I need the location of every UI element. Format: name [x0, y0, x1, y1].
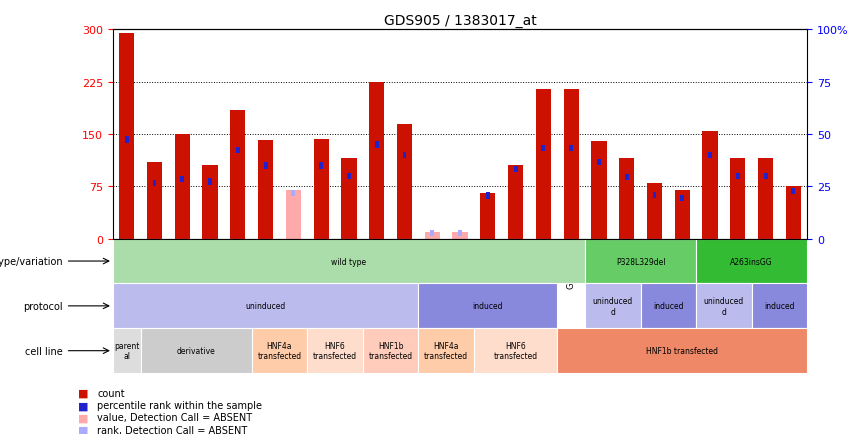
- Bar: [119, 34, 135, 239]
- Bar: [319, 163, 323, 169]
- Text: induced: induced: [472, 302, 503, 311]
- Text: rank, Detection Call = ABSENT: rank, Detection Call = ABSENT: [97, 425, 247, 434]
- Bar: [236, 148, 240, 154]
- Bar: [752, 284, 807, 329]
- Bar: [347, 173, 351, 180]
- Text: percentile rank within the sample: percentile rank within the sample: [97, 401, 262, 410]
- Bar: [258, 140, 273, 239]
- Text: HNF4a
transfected: HNF4a transfected: [258, 341, 301, 361]
- Text: uninduced
d: uninduced d: [593, 296, 633, 316]
- Bar: [736, 173, 740, 180]
- Bar: [653, 192, 656, 198]
- Bar: [141, 329, 252, 373]
- Bar: [252, 329, 307, 373]
- Text: uninduced: uninduced: [246, 302, 286, 311]
- Text: uninduced
d: uninduced d: [704, 296, 744, 316]
- Bar: [508, 166, 523, 239]
- Bar: [403, 152, 406, 159]
- Bar: [174, 135, 190, 239]
- Bar: [153, 180, 156, 187]
- Bar: [597, 159, 601, 166]
- Bar: [313, 140, 329, 239]
- Bar: [557, 329, 807, 373]
- Bar: [113, 239, 585, 284]
- Bar: [458, 230, 462, 237]
- Text: parent
al: parent al: [114, 341, 140, 361]
- Bar: [474, 329, 557, 373]
- Bar: [730, 159, 746, 239]
- Bar: [674, 191, 690, 239]
- Text: count: count: [97, 388, 125, 398]
- Bar: [786, 187, 801, 239]
- Bar: [486, 193, 490, 199]
- Bar: [307, 329, 363, 373]
- Bar: [585, 284, 641, 329]
- Bar: [619, 159, 635, 239]
- Text: genotype/variation: genotype/variation: [0, 256, 62, 266]
- Bar: [125, 137, 128, 143]
- Bar: [625, 175, 628, 181]
- Bar: [542, 145, 545, 152]
- Bar: [292, 191, 295, 197]
- Text: HNF6
transfected: HNF6 transfected: [313, 341, 357, 361]
- Text: HNF1b transfected: HNF1b transfected: [647, 346, 718, 355]
- Bar: [708, 152, 712, 159]
- Text: HNF4a
transfected: HNF4a transfected: [424, 341, 468, 361]
- Bar: [480, 194, 496, 239]
- Text: ■: ■: [78, 425, 89, 434]
- Text: value, Detection Call = ABSENT: value, Detection Call = ABSENT: [97, 413, 253, 422]
- Bar: [452, 232, 468, 239]
- Text: protocol: protocol: [23, 301, 62, 311]
- Bar: [208, 179, 212, 185]
- Bar: [563, 89, 579, 239]
- Text: P328L329del: P328L329del: [615, 257, 666, 266]
- Bar: [792, 189, 795, 195]
- Bar: [696, 284, 752, 329]
- Bar: [569, 145, 573, 152]
- Bar: [286, 191, 301, 239]
- Text: A263insGG: A263insGG: [730, 257, 773, 266]
- Bar: [181, 177, 184, 183]
- Bar: [264, 163, 267, 169]
- Bar: [418, 284, 557, 329]
- Text: HNF6
transfected: HNF6 transfected: [494, 341, 537, 361]
- Title: GDS905 / 1383017_at: GDS905 / 1383017_at: [384, 14, 536, 28]
- Text: ■: ■: [78, 413, 89, 422]
- Bar: [647, 184, 662, 239]
- Bar: [702, 131, 718, 239]
- Bar: [202, 166, 218, 239]
- Text: HNF1b
transfected: HNF1b transfected: [369, 341, 412, 361]
- Bar: [591, 141, 607, 239]
- Text: derivative: derivative: [177, 346, 215, 355]
- Text: wild type: wild type: [332, 257, 366, 266]
- Bar: [758, 159, 773, 239]
- Bar: [147, 163, 162, 239]
- Bar: [514, 166, 517, 173]
- Bar: [764, 173, 767, 180]
- Bar: [536, 89, 551, 239]
- Text: ■: ■: [78, 388, 89, 398]
- Bar: [375, 142, 378, 148]
- Bar: [424, 232, 440, 239]
- Bar: [641, 284, 696, 329]
- Bar: [696, 239, 807, 284]
- Bar: [681, 196, 684, 202]
- Text: induced: induced: [764, 302, 795, 311]
- Bar: [431, 230, 434, 237]
- Bar: [113, 329, 141, 373]
- Bar: [397, 124, 412, 239]
- Bar: [418, 329, 474, 373]
- Text: cell line: cell line: [25, 346, 62, 356]
- Bar: [585, 239, 696, 284]
- Bar: [113, 284, 418, 329]
- Bar: [341, 159, 357, 239]
- Text: induced: induced: [653, 302, 684, 311]
- Bar: [369, 82, 385, 239]
- Bar: [230, 110, 246, 239]
- Bar: [363, 329, 418, 373]
- Text: ■: ■: [78, 401, 89, 410]
